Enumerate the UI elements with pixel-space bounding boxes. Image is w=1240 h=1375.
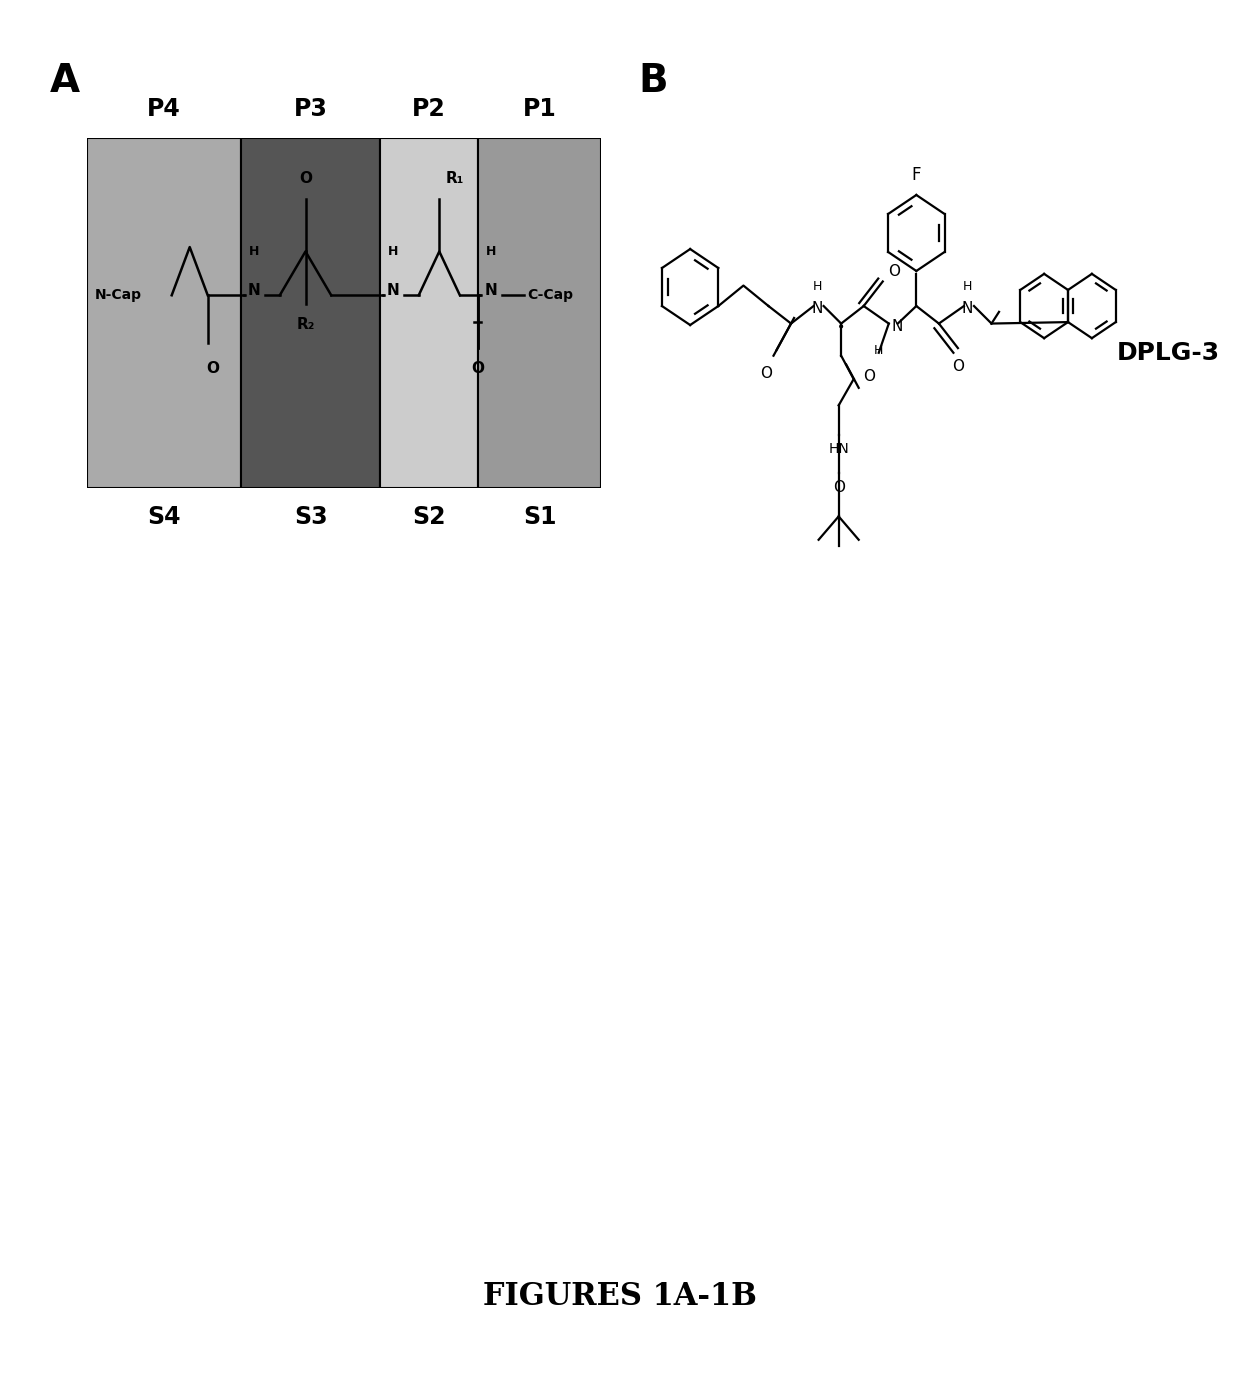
Text: S1: S1 bbox=[523, 505, 557, 528]
Text: O: O bbox=[952, 359, 963, 374]
Bar bbox=[381, 138, 477, 488]
Text: N-Cap: N-Cap bbox=[94, 289, 141, 302]
Text: HN: HN bbox=[828, 441, 849, 455]
Text: N: N bbox=[387, 283, 399, 298]
Text: S4: S4 bbox=[148, 505, 181, 528]
Text: H: H bbox=[388, 246, 398, 258]
Text: N: N bbox=[962, 301, 973, 316]
Bar bbox=[241, 138, 381, 488]
Text: P1: P1 bbox=[523, 98, 557, 121]
Text: P2: P2 bbox=[412, 98, 446, 121]
Text: H: H bbox=[486, 246, 496, 258]
Bar bbox=[87, 138, 241, 488]
Text: H: H bbox=[874, 344, 883, 358]
Text: C-Cap: C-Cap bbox=[527, 289, 573, 302]
Text: O: O bbox=[832, 480, 844, 495]
Text: H: H bbox=[962, 280, 972, 293]
Text: O: O bbox=[299, 170, 312, 186]
Text: O: O bbox=[863, 368, 874, 384]
Text: O: O bbox=[471, 362, 485, 375]
Text: N: N bbox=[248, 283, 260, 298]
Text: R₁: R₁ bbox=[445, 170, 464, 186]
Text: DPLG-3: DPLG-3 bbox=[1117, 341, 1220, 364]
Bar bbox=[477, 138, 601, 488]
Text: O: O bbox=[206, 362, 219, 375]
Text: FIGURES 1A-1B: FIGURES 1A-1B bbox=[484, 1282, 756, 1312]
Text: B: B bbox=[639, 62, 668, 100]
Text: O: O bbox=[888, 264, 900, 279]
Text: H: H bbox=[249, 246, 259, 258]
Text: N: N bbox=[485, 283, 497, 298]
Text: H: H bbox=[812, 280, 822, 293]
Text: P4: P4 bbox=[148, 98, 181, 121]
Text: O: O bbox=[760, 366, 773, 381]
Text: N: N bbox=[892, 319, 903, 334]
Text: N: N bbox=[811, 301, 823, 316]
Text: R₂: R₂ bbox=[296, 318, 315, 333]
Text: P3: P3 bbox=[294, 98, 327, 121]
Text: S2: S2 bbox=[412, 505, 445, 528]
Text: A: A bbox=[50, 62, 79, 100]
Text: F: F bbox=[911, 166, 921, 184]
Text: S3: S3 bbox=[294, 505, 327, 528]
